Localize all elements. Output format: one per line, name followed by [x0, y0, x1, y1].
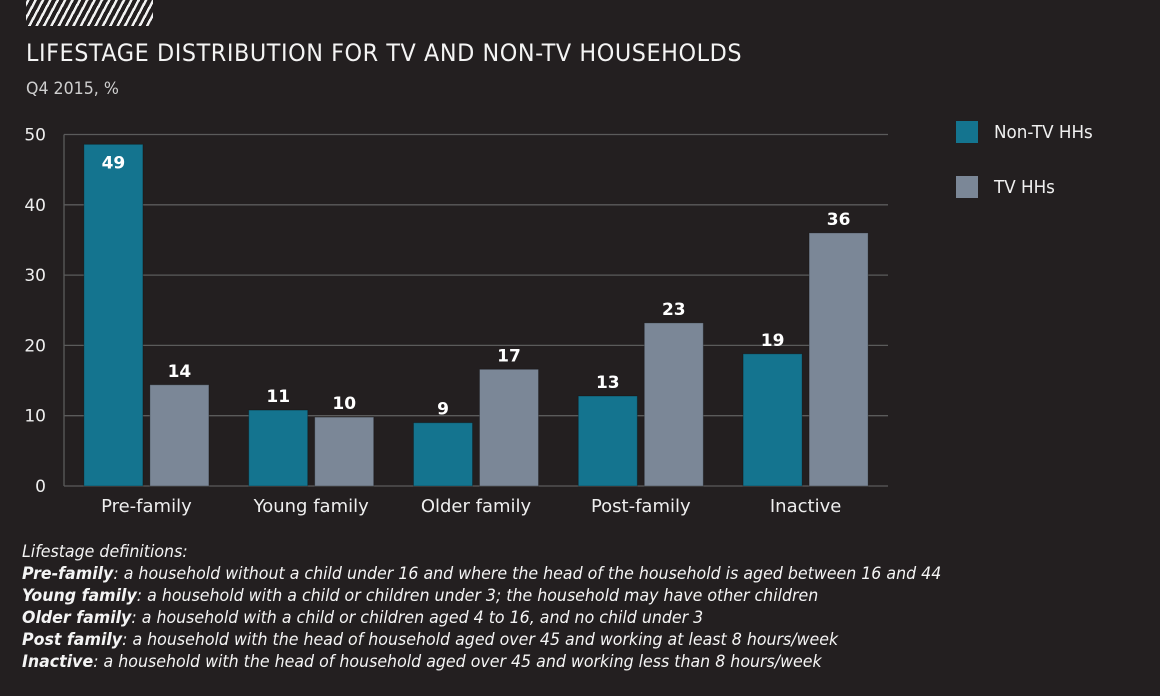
bar-tv	[643, 322, 704, 487]
definition-term: Inactive	[22, 652, 94, 672]
legend-swatch-tv	[956, 176, 978, 198]
bar-chart: 0 10 20 30 40 50 49 14 Pre-family 11 10 Young famil…	[24, 126, 888, 517]
legend: Non-TV HHs TV HHs	[956, 118, 1100, 228]
data-label-tv: 10	[332, 394, 356, 414]
data-label-non-tv: 19	[761, 331, 785, 351]
bar-non-tv	[248, 409, 309, 487]
decorative-hatch-bar	[26, 0, 153, 26]
data-label-tv: 23	[662, 300, 686, 320]
x-tick-label: Older family	[421, 496, 532, 517]
y-tick-label: 30	[24, 266, 46, 286]
legend-label: TV HHs	[994, 176, 1055, 198]
definition-item: Inactive: a household with the head of h…	[22, 651, 941, 673]
definition-term: Post family	[22, 630, 123, 650]
definition-item: Young family: a household with a child o…	[22, 585, 941, 607]
data-label-non-tv: 9	[437, 400, 449, 420]
data-label-non-tv: 13	[596, 373, 620, 393]
x-tick-label: Young family	[253, 496, 369, 517]
data-label-non-tv: 49	[102, 153, 126, 173]
definition-sep: :	[136, 586, 143, 606]
bar-non-tv	[577, 395, 638, 487]
x-tick-label: Post-family	[591, 496, 691, 517]
definition-term: Pre-family	[22, 564, 114, 584]
y-tick-label: 50	[24, 126, 46, 146]
definition-text: a household with a child or children und…	[142, 586, 819, 606]
definition-text: a household with a child or children age…	[136, 608, 704, 628]
definition-text: a household with the head of household a…	[98, 652, 822, 672]
legend-item-tv: TV HHs	[956, 173, 1100, 201]
definition-item: Post family: a household with the head o…	[22, 629, 941, 651]
x-tick-label: Pre-family	[101, 496, 192, 517]
y-tick-label: 0	[35, 477, 46, 497]
x-tick-label: Inactive	[770, 496, 841, 517]
definition-sep: :	[131, 608, 137, 628]
data-label-non-tv: 11	[266, 387, 290, 407]
bar-tv	[314, 416, 375, 487]
data-label-tv: 17	[497, 346, 521, 366]
y-tick-label: 40	[24, 196, 46, 216]
definition-text: a household without a child under 16 and…	[118, 564, 942, 584]
legend-item-non-tv: Non-TV HHs	[956, 118, 1100, 146]
definition-term: Young family	[22, 586, 137, 606]
definition-item: Pre-family: a household without a child …	[22, 563, 941, 585]
definitions-footnote: Lifestage definitions: Pre-family: a hou…	[22, 541, 941, 673]
y-tick-label: 10	[24, 407, 46, 427]
definition-item: Older family: a household with a child o…	[22, 607, 941, 629]
definition-sep: :	[122, 630, 128, 650]
definition-term: Older family	[22, 608, 132, 628]
definition-sep: :	[113, 564, 119, 584]
chart-title: LIFESTAGE DISTRIBUTION FOR TV AND NON-TV…	[26, 39, 743, 67]
bar-tv	[479, 368, 539, 487]
bar-non-tv	[413, 422, 473, 487]
data-label-tv: 36	[827, 210, 851, 230]
legend-label: Non-TV HHs	[994, 121, 1093, 143]
chart-subtitle: Q4 2015, %	[26, 79, 119, 99]
legend-swatch-non-tv	[956, 121, 978, 143]
bar-tv	[808, 232, 869, 487]
definitions-heading: Lifestage definitions:	[22, 542, 188, 562]
definition-text: a household with the head of household a…	[127, 630, 839, 650]
bar-non-tv	[83, 143, 144, 487]
y-tick-label: 20	[24, 336, 46, 356]
definition-sep: :	[93, 652, 99, 672]
data-label-tv: 14	[168, 362, 192, 382]
bar-tv	[149, 384, 210, 487]
bar-non-tv	[742, 353, 803, 487]
